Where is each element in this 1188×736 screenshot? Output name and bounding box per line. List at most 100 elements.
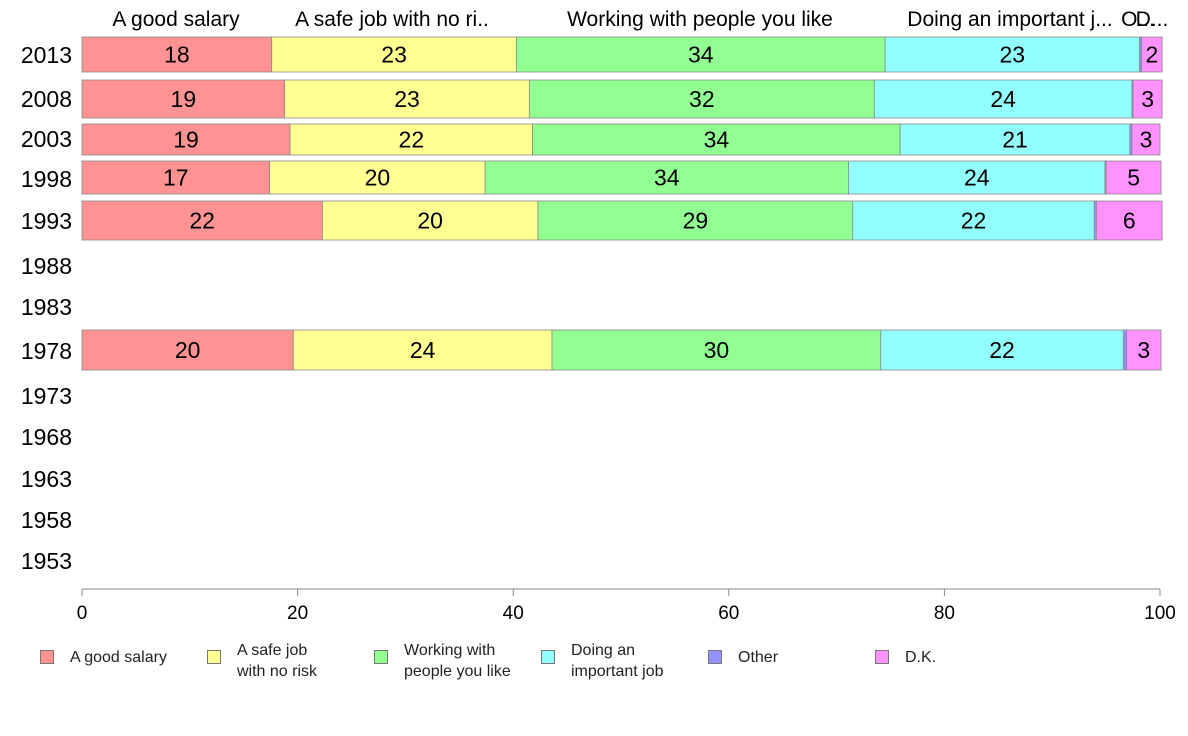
segment-top-label: A safe job with no ri..: [295, 8, 489, 31]
year-label: 2013: [21, 42, 72, 68]
bar-segment: [289, 123, 534, 156]
legend-item: D.K.: [875, 640, 936, 668]
x-tick-label: 100: [1144, 603, 1176, 624]
bar-value-label: 3: [1137, 337, 1150, 363]
legend-swatch: [40, 650, 54, 664]
segment-top-labels: A good salary A safe job with no ri.. Work…: [112, 8, 1168, 31]
bar-segment: [532, 123, 901, 156]
segment-top-label: Doing an important j...: [907, 8, 1112, 31]
bar-value-label: 19: [173, 127, 199, 153]
bar-value-label: 34: [704, 127, 730, 153]
bar-segment: [1132, 79, 1163, 119]
bar-segment: [1095, 200, 1163, 241]
year-label: 2008: [21, 86, 72, 112]
bar-segment: [848, 160, 1106, 195]
bar-value-label: 24: [410, 337, 436, 363]
bar-value-label: 17: [163, 165, 189, 191]
bar-segment: [1126, 329, 1162, 371]
bar-segment: [880, 329, 1124, 371]
legend-label: A safe job with no risk: [237, 642, 318, 680]
legend-item: Other: [708, 640, 778, 668]
bar-segment: [1141, 36, 1163, 73]
bar-segment: [269, 160, 486, 195]
year-label: 1958: [21, 507, 72, 533]
bar-value-label: 34: [654, 165, 680, 191]
bar-value-label: 32: [689, 86, 715, 112]
bar-segment: [81, 79, 286, 119]
bar-segment: [1131, 123, 1161, 156]
bar-value-label: 20: [365, 165, 391, 191]
x-tick-label: 80: [934, 603, 955, 624]
bar-segment: [899, 123, 1131, 156]
year-label: 1998: [21, 166, 72, 192]
legend-item: A safe job with no risk: [207, 640, 317, 682]
bar-value-label: 23: [394, 86, 420, 112]
bar-value-label: 22: [189, 208, 215, 234]
bar-segment: [852, 200, 1095, 241]
x-axis: 0 20 40 60 80 100: [77, 588, 1176, 624]
bar-segment: [1105, 160, 1162, 195]
bar-value-label: 3: [1141, 86, 1154, 112]
bar-value-label: 18: [164, 42, 190, 68]
bar-value-label: 24: [990, 86, 1016, 112]
segment-top-label: A good salary: [112, 8, 240, 31]
legend-swatch: [875, 650, 889, 664]
bar-segment: [873, 79, 1133, 119]
segment-top-label: D...: [1136, 8, 1169, 31]
bar-segment: [81, 329, 294, 371]
year-label: 1983: [21, 294, 72, 320]
bar-segment: [321, 200, 539, 241]
bar-value-label: 20: [417, 208, 443, 234]
bar-value-label: 5: [1127, 165, 1140, 191]
bar-value-label: 3: [1140, 127, 1153, 153]
year-label: 1978: [21, 338, 72, 364]
legend-item: Doing an important job: [541, 640, 664, 682]
bar-value-label: 24: [964, 165, 990, 191]
bar-value-label: 6: [1123, 208, 1136, 234]
bar-value-label: 22: [989, 337, 1015, 363]
year-label: 1993: [21, 208, 72, 234]
bar-segment: [81, 200, 323, 241]
bar-value-label: 29: [683, 208, 709, 234]
bar-value-label: 21: [1002, 127, 1028, 153]
x-tick-label: 20: [287, 603, 308, 624]
x-tick-label: 0: [77, 603, 88, 624]
bar-segment: [1122, 329, 1127, 371]
year-label: 1968: [21, 424, 72, 450]
bar-segment: [528, 79, 875, 119]
bar-segment: [292, 329, 553, 371]
legend-swatch: [374, 650, 388, 664]
year-label: 2003: [21, 126, 72, 152]
segment-top-label: O...: [1121, 8, 1155, 31]
year-label: 1963: [21, 466, 72, 492]
bar-value-label: 34: [688, 42, 714, 68]
bar-value-label: 20: [175, 337, 201, 363]
legend-label: D.K.: [905, 649, 937, 666]
bar-value-label: 30: [704, 337, 730, 363]
bar-segment: [271, 36, 517, 73]
year-label: 1973: [21, 383, 72, 409]
legend-label: Other: [738, 649, 779, 666]
bar-segment: [537, 200, 854, 241]
legend-swatch: [708, 650, 722, 664]
x-tick-label: 60: [718, 603, 739, 624]
segment-top-label: Working with people you like: [567, 8, 833, 31]
year-label: 1953: [21, 548, 72, 574]
y-axis-year-labels: 2013 2008 2003 1998 1993 1988 1983 1978 1973 1968…: [21, 42, 72, 574]
legend-swatch: [207, 650, 221, 664]
legend-label: Doing an important job: [571, 642, 664, 680]
legend-item: A good salary: [40, 640, 167, 668]
bar-segment: [484, 160, 849, 195]
x-tick-label: 40: [503, 603, 524, 624]
bar-segment: [81, 160, 270, 195]
legend-label: A good salary: [70, 649, 167, 666]
bar-value-label: 23: [381, 42, 407, 68]
bar-value-label: 22: [399, 127, 425, 153]
legend-swatch: [541, 650, 555, 664]
year-label: 1988: [21, 253, 72, 279]
bar-value-label: 23: [1000, 42, 1026, 68]
bar-value-label: 22: [961, 208, 987, 234]
bars-group: 18 23 34 23 2 19 23 32 24 3 19 22 34 21 3 17 20 34 24 5 22 20…: [81, 36, 1163, 371]
bar-value-label: 2: [1146, 42, 1159, 68]
